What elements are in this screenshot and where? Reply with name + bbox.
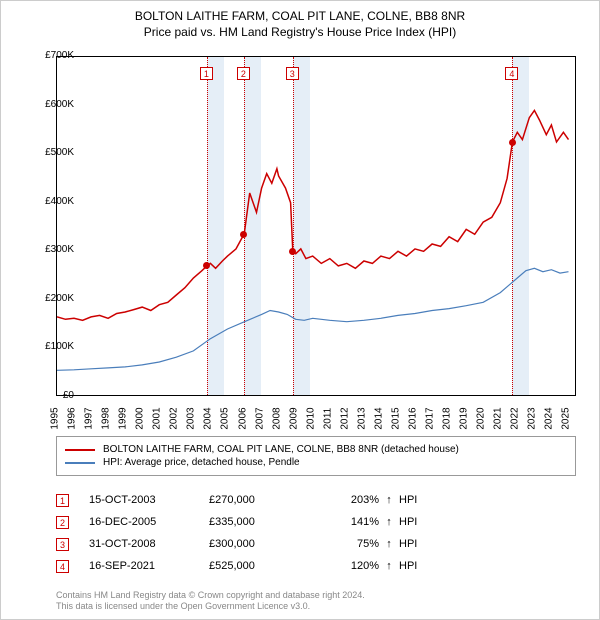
- legend-row: BOLTON LAITHE FARM, COAL PIT LANE, COLNE…: [65, 444, 567, 455]
- x-axis-label: 2016: [408, 407, 419, 429]
- legend-label: HPI: Average price, detached house, Pend…: [103, 457, 300, 468]
- x-axis-label: 2001: [152, 407, 163, 429]
- transaction-dot: [509, 139, 516, 146]
- x-axis-label: 2006: [237, 407, 248, 429]
- x-axis-label: 2008: [271, 407, 282, 429]
- transaction-pct: 75%: [319, 538, 379, 550]
- transactions-table: 115-OCT-2003£270,000203%↑HPI216-DEC-2005…: [56, 489, 429, 577]
- transaction-row: 1 15-OCT-2003£270,000203%↑HPI: [56, 489, 429, 511]
- legend-row: HPI: Average price, detached house, Pend…: [65, 457, 567, 468]
- x-axis-label: 1998: [101, 407, 112, 429]
- x-axis-label: 2025: [561, 407, 572, 429]
- x-axis-label: 2007: [254, 407, 265, 429]
- legend-label: BOLTON LAITHE FARM, COAL PIT LANE, COLNE…: [103, 444, 459, 455]
- y-axis-label: £300K: [24, 244, 74, 255]
- plot-area: 1234: [56, 56, 576, 396]
- x-axis-label: 2011: [322, 408, 333, 430]
- transaction-pct: 141%: [319, 516, 379, 528]
- up-arrow-icon: ↑: [379, 516, 399, 528]
- transaction-price: £270,000: [209, 494, 319, 506]
- transaction-date: 15-OCT-2003: [89, 494, 209, 506]
- x-axis-label: 2013: [357, 407, 368, 429]
- transaction-marker: 3: [56, 538, 69, 551]
- x-axis-label: 2005: [220, 407, 231, 429]
- x-axis-label: 2019: [459, 407, 470, 429]
- x-axis-label: 2000: [135, 407, 146, 429]
- x-axis-label: 1997: [84, 407, 95, 429]
- transaction-date: 16-SEP-2021: [89, 560, 209, 572]
- transaction-hpi-suffix: HPI: [399, 560, 429, 572]
- x-axis-label: 2002: [169, 407, 180, 429]
- transaction-hpi-suffix: HPI: [399, 494, 429, 506]
- x-axis-label: 2012: [339, 407, 350, 429]
- legend-swatch: [65, 449, 95, 451]
- footer-line2: This data is licensed under the Open Gov…: [56, 601, 365, 613]
- x-axis-label: 2015: [391, 407, 402, 429]
- x-axis-label: 2003: [186, 407, 197, 429]
- transaction-row: 2 16-DEC-2005£335,000141%↑HPI: [56, 511, 429, 533]
- transaction-price: £335,000: [209, 516, 319, 528]
- up-arrow-icon: ↑: [379, 494, 399, 506]
- y-axis-label: £500K: [24, 147, 74, 158]
- title-area: BOLTON LAITHE FARM, COAL PIT LANE, COLNE…: [1, 1, 599, 43]
- x-axis-label: 2009: [288, 407, 299, 429]
- transaction-row: 4 16-SEP-2021£525,000120%↑HPI: [56, 555, 429, 577]
- up-arrow-icon: ↑: [379, 560, 399, 572]
- transaction-pct: 120%: [319, 560, 379, 572]
- transaction-hpi-suffix: HPI: [399, 538, 429, 550]
- chart-container: BOLTON LAITHE FARM, COAL PIT LANE, COLNE…: [0, 0, 600, 620]
- title-main: BOLTON LAITHE FARM, COAL PIT LANE, COLNE…: [1, 9, 599, 23]
- transaction-date: 16-DEC-2005: [89, 516, 209, 528]
- transaction-marker: 4: [56, 560, 69, 573]
- title-sub: Price paid vs. HM Land Registry's House …: [1, 25, 599, 39]
- footer: Contains HM Land Registry data © Crown c…: [56, 590, 365, 613]
- x-axis-label: 2021: [493, 407, 504, 429]
- x-axis-label: 2022: [510, 407, 521, 429]
- x-axis-label: 2020: [476, 407, 487, 429]
- legend-swatch: [65, 462, 95, 464]
- transaction-row: 3 31-OCT-2008£300,00075%↑HPI: [56, 533, 429, 555]
- legend-box: BOLTON LAITHE FARM, COAL PIT LANE, COLNE…: [56, 436, 576, 476]
- y-axis-label: £700K: [24, 50, 74, 61]
- up-arrow-icon: ↑: [379, 538, 399, 550]
- x-axis-label: 1999: [118, 407, 129, 429]
- y-axis-label: £100K: [24, 341, 74, 352]
- transaction-price: £525,000: [209, 560, 319, 572]
- x-axis-label: 2004: [203, 407, 214, 429]
- x-axis-label: 2014: [374, 407, 385, 429]
- x-axis-label: 2018: [442, 407, 453, 429]
- y-axis-label: £200K: [24, 293, 74, 304]
- footer-line1: Contains HM Land Registry data © Crown c…: [56, 590, 365, 602]
- transaction-date: 31-OCT-2008: [89, 538, 209, 550]
- y-axis-label: £400K: [24, 196, 74, 207]
- chart-svg: [57, 57, 577, 397]
- x-axis-label: 2017: [425, 407, 436, 429]
- transaction-pct: 203%: [319, 494, 379, 506]
- transaction-price: £300,000: [209, 538, 319, 550]
- x-axis-label: 1996: [67, 407, 78, 429]
- transaction-marker: 2: [56, 516, 69, 529]
- transaction-hpi-suffix: HPI: [399, 516, 429, 528]
- y-axis-label: £0: [24, 390, 74, 401]
- x-axis-label: 2024: [544, 407, 555, 429]
- x-axis-label: 2023: [527, 407, 538, 429]
- series-line: [57, 110, 569, 320]
- transaction-marker: 1: [56, 494, 69, 507]
- x-axis-label: 2010: [305, 407, 316, 429]
- y-axis-label: £600K: [24, 99, 74, 110]
- series-line: [57, 268, 569, 370]
- x-axis-label: 1995: [50, 407, 61, 429]
